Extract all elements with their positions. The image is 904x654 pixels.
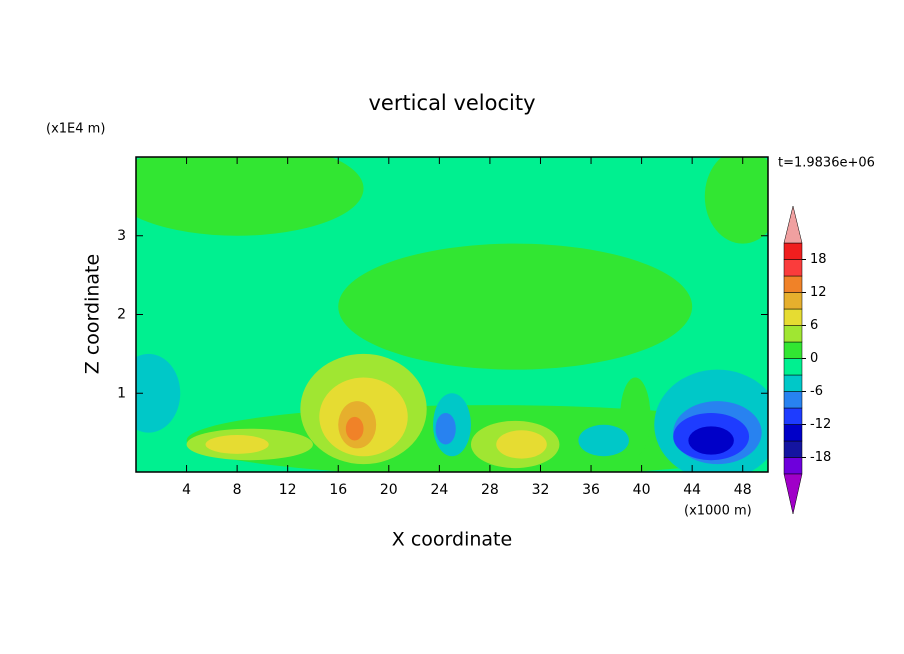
colorbar-box	[783, 275, 803, 293]
x-tick-label: 4	[182, 482, 191, 498]
colorbar-high	[783, 205, 803, 244]
x-tick-label: 36	[582, 482, 600, 498]
colorbar-tick-label: -12	[810, 417, 831, 432]
colorbar-box	[783, 325, 803, 343]
colorbar-box	[783, 292, 803, 310]
x-unit: (x1000 m)	[684, 504, 752, 519]
contour-region	[435, 412, 456, 445]
y-tick-label: 1	[117, 385, 126, 401]
contour-region	[688, 426, 734, 455]
colorbar-low	[783, 473, 803, 515]
colorbar-box	[783, 457, 803, 475]
colorbar-box	[783, 374, 803, 392]
contour-region	[578, 424, 629, 457]
colorbar-box	[783, 440, 803, 458]
colorbar-box	[783, 424, 803, 442]
contour-region	[338, 243, 693, 370]
y-tick-label: 2	[117, 307, 126, 323]
x-tick-label: 40	[633, 482, 651, 498]
x-tick-label: 44	[683, 482, 701, 498]
colorbar-tick-label: -6	[810, 384, 823, 399]
colorbar-tick-label: 6	[810, 318, 818, 333]
x-tick-label: 16	[329, 482, 347, 498]
x-tick-label: 24	[430, 482, 448, 498]
contour-region	[136, 157, 364, 236]
x-tick-label: 28	[481, 482, 499, 498]
contour-field	[136, 157, 768, 472]
colorbar-tick-label: 0	[810, 351, 818, 366]
time-label: t=1.9836e+06	[778, 156, 875, 171]
contour-region	[136, 353, 181, 433]
y-axis-label: Z coordinate	[82, 254, 104, 374]
colorbar-tick-label: 18	[810, 252, 827, 267]
contour-region	[496, 430, 547, 459]
colorbar-box	[783, 242, 803, 260]
colorbar-tick-label: -18	[810, 450, 831, 465]
chart-title: vertical velocity	[368, 91, 535, 115]
colorbar-box	[783, 407, 803, 425]
x-tick-label: 8	[233, 482, 242, 498]
colorbar-tick-label: 12	[810, 285, 827, 300]
colorbar-box	[783, 341, 803, 359]
x-axis-label: X coordinate	[392, 529, 512, 551]
y-tick-label: 3	[117, 228, 126, 244]
colorbar-box	[783, 259, 803, 277]
contour-region	[205, 434, 269, 454]
contour-region	[704, 157, 768, 244]
contour-region	[345, 416, 364, 441]
x-tick-label: 20	[380, 482, 398, 498]
x-tick-label: 12	[279, 482, 297, 498]
x-tick-label: 48	[734, 482, 752, 498]
colorbar-box	[783, 358, 803, 376]
colorbar-box	[783, 308, 803, 326]
y-unit: (x1E4 m)	[46, 122, 105, 137]
x-tick-label: 32	[532, 482, 550, 498]
colorbar-box	[783, 391, 803, 409]
